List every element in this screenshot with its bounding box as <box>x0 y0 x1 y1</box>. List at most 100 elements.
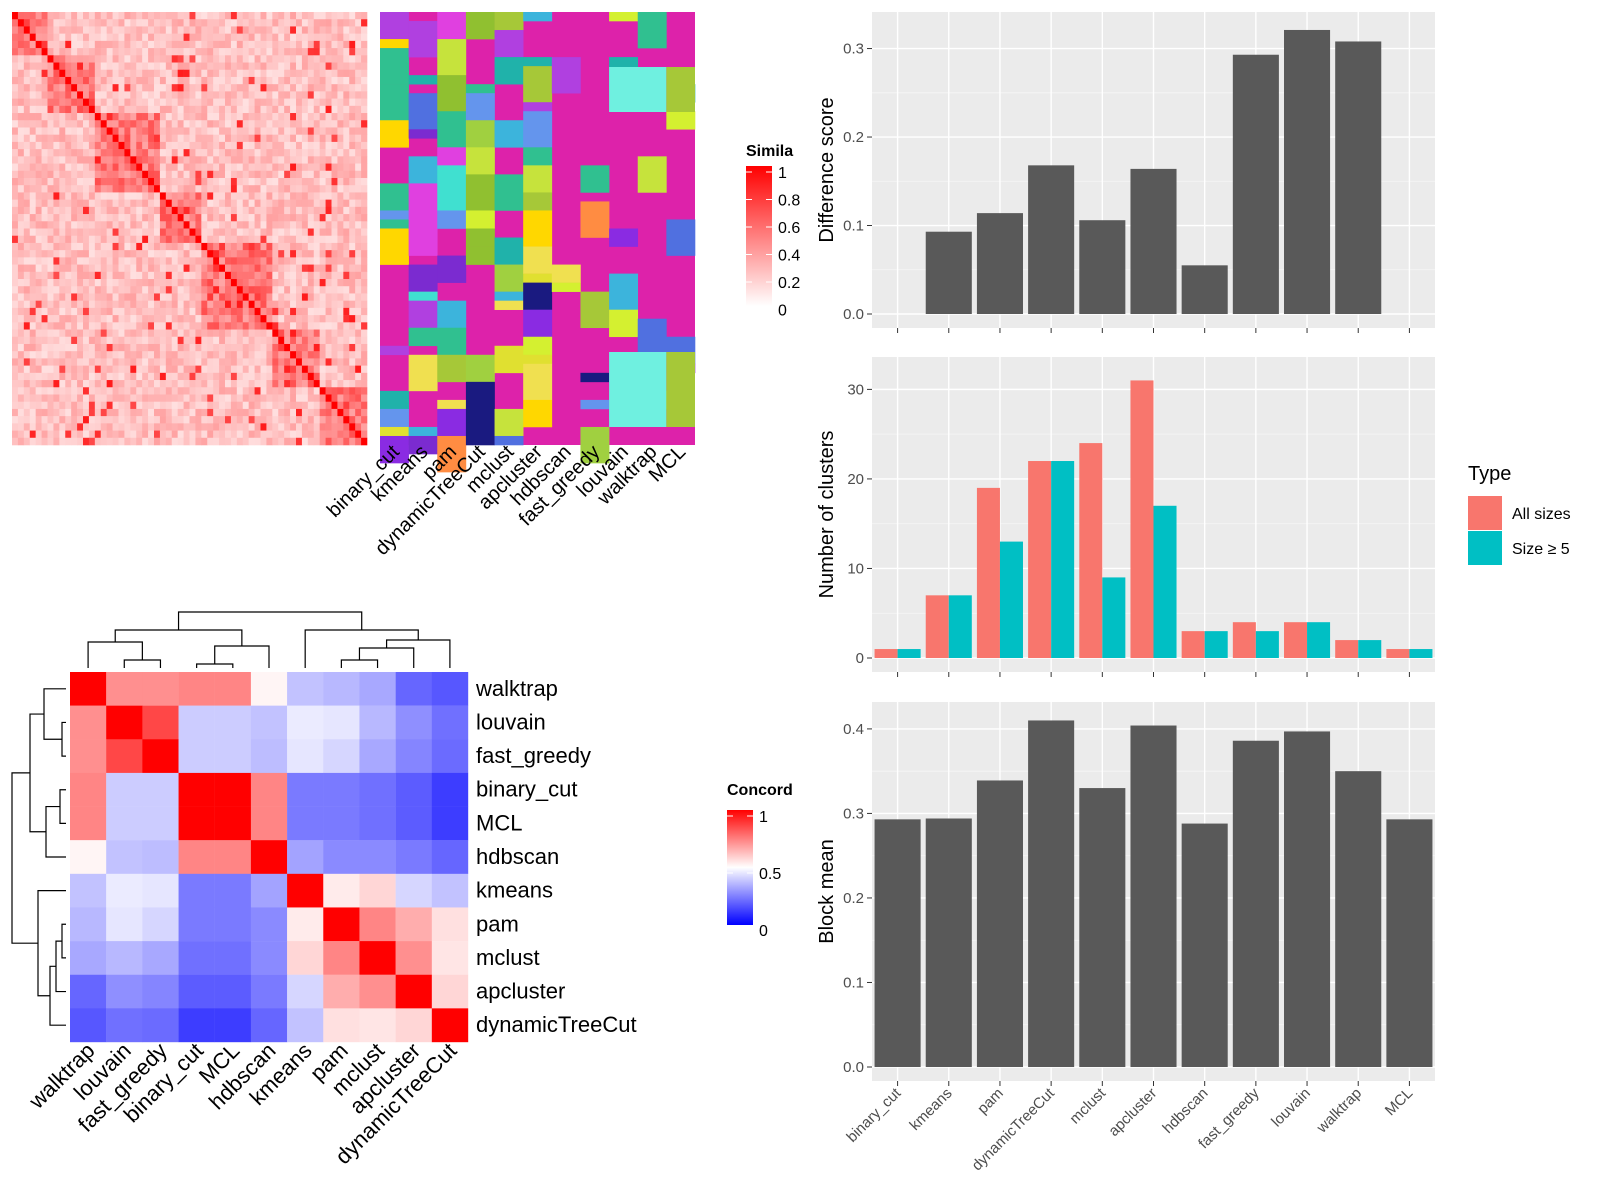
similarity-cell <box>77 48 84 56</box>
similarity-cell <box>325 163 332 172</box>
similarity-cell <box>213 228 220 237</box>
similarity-cell <box>219 286 226 294</box>
similarity-cell <box>337 199 344 208</box>
similarity-cell <box>124 91 131 99</box>
similarity-cell <box>136 300 143 309</box>
assignment-cell <box>465 120 495 148</box>
similarity-cell <box>242 423 249 431</box>
similarity-cell <box>77 343 84 352</box>
similarity-cell <box>290 105 297 114</box>
similarity-cell <box>260 271 267 280</box>
similarity-cell <box>213 206 220 215</box>
similarity-cell <box>136 279 143 287</box>
similarity-cell <box>278 76 285 85</box>
similarity-cell <box>343 430 350 439</box>
similarity-cell <box>213 271 220 280</box>
similarity-cell <box>337 387 344 395</box>
similarity-cell <box>106 343 113 352</box>
similarity-cell <box>284 19 291 27</box>
similarity-cell <box>130 69 137 78</box>
similarity-cell <box>343 69 350 78</box>
concordance-cell-hdbscan-walktrap <box>70 840 107 875</box>
similarity-cell <box>83 84 90 92</box>
similarity-cell <box>313 141 320 150</box>
similarity-cell <box>307 279 315 287</box>
similarity-cell <box>355 336 362 345</box>
concordance-cell-pam-fast-greedy <box>142 907 179 942</box>
similarity-cell <box>319 437 326 446</box>
similarity-cell <box>148 329 155 338</box>
similarity-cell <box>100 416 107 424</box>
similarity-cell <box>83 307 90 316</box>
similarity-cell <box>88 365 96 374</box>
similarity-cell <box>142 62 149 71</box>
similarity-cell <box>254 235 261 244</box>
similarity-cell <box>331 271 338 280</box>
similarity-cell <box>201 156 208 164</box>
similarity-cell <box>112 12 119 20</box>
similarity-cell <box>189 336 196 345</box>
similarity-cell <box>100 40 107 49</box>
bar-size-5-mcl <box>1409 649 1433 658</box>
similarity-cell <box>100 214 107 222</box>
similarity-cell <box>225 322 232 330</box>
similarity-cell <box>124 307 131 316</box>
similarity-cell <box>100 76 107 85</box>
similarity-cell <box>307 228 315 237</box>
similarity-cell <box>296 69 303 78</box>
similarity-cell <box>248 315 255 323</box>
similarity-cell <box>313 156 320 164</box>
similarity-cell <box>296 84 303 92</box>
similarity-cell <box>35 242 42 251</box>
similarity-cell <box>201 163 208 172</box>
similarity-cell <box>41 206 48 215</box>
similarity-cell <box>53 250 60 258</box>
similarity-cell <box>130 134 137 143</box>
similarity-cell <box>100 163 107 172</box>
similarity-cell <box>88 134 96 143</box>
similarity-cell <box>230 250 238 258</box>
similarity-cell <box>248 69 255 78</box>
similarity-cell <box>124 170 131 179</box>
concordance-cell-hdbscan-fast-greedy <box>142 840 179 875</box>
similarity-cell <box>17 264 25 273</box>
similarity-cell <box>88 329 96 338</box>
similarity-cell <box>278 48 285 56</box>
similarity-cell <box>154 76 161 85</box>
similarity-cell <box>183 170 190 179</box>
similarity-cell <box>195 286 202 294</box>
assignment-cell <box>465 354 495 383</box>
similarity-cell <box>284 134 291 143</box>
assignment-cell <box>523 273 553 283</box>
similarity-cell <box>59 408 66 417</box>
similarity-cell <box>307 127 315 135</box>
similarity-cell <box>355 307 362 316</box>
similarity-cell <box>106 437 113 446</box>
similarity-cell <box>183 40 190 49</box>
similarity-cell <box>301 387 309 395</box>
similarity-cell <box>112 437 119 446</box>
similarity-cell <box>361 394 368 402</box>
similarity-cell <box>154 401 161 410</box>
similarity-cell <box>290 329 297 338</box>
similarity-cell <box>183 134 190 143</box>
similarity-cell <box>325 250 332 258</box>
similarity-cell <box>236 329 244 338</box>
similarity-cell <box>154 156 161 164</box>
similarity-cell <box>177 76 184 85</box>
similarity-cell <box>53 286 60 294</box>
similarity-cell <box>106 257 113 265</box>
similarity-cell <box>136 437 143 446</box>
similarity-cell <box>106 336 113 345</box>
similarity-cell <box>17 279 25 287</box>
similarity-cell <box>248 235 255 244</box>
similarity-cell <box>159 76 167 85</box>
similarity-cell <box>236 394 244 402</box>
similarity-cell <box>361 322 368 330</box>
similarity-cell <box>23 329 31 338</box>
similarity-cell <box>301 351 309 359</box>
similarity-cell <box>248 250 255 258</box>
similarity-cell <box>177 69 184 78</box>
similarity-cell <box>154 365 161 374</box>
similarity-cell <box>260 55 267 63</box>
